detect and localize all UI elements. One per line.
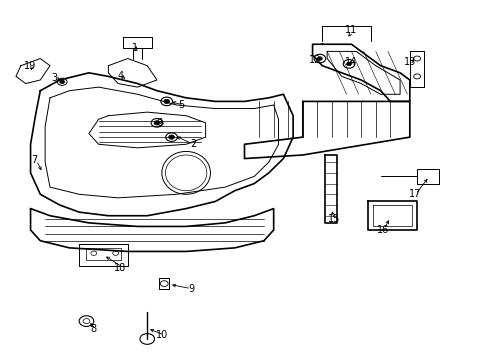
Text: 15: 15 [327, 214, 340, 224]
Text: 19: 19 [24, 61, 37, 71]
Text: 6: 6 [156, 118, 162, 128]
Circle shape [60, 80, 64, 84]
Text: 4: 4 [117, 71, 123, 81]
Text: 3: 3 [52, 73, 58, 83]
Text: 1: 1 [132, 43, 138, 53]
Circle shape [346, 62, 351, 66]
Circle shape [154, 121, 160, 125]
Text: 17: 17 [407, 189, 420, 199]
Text: 12: 12 [308, 55, 321, 65]
Text: 8: 8 [90, 324, 97, 334]
Text: 16: 16 [376, 225, 388, 235]
Circle shape [317, 57, 322, 60]
Circle shape [168, 135, 174, 139]
Text: 5: 5 [178, 100, 184, 110]
Text: 13: 13 [403, 57, 415, 67]
Text: 7: 7 [31, 156, 38, 165]
Text: 2: 2 [190, 139, 196, 149]
Text: 10: 10 [155, 330, 167, 341]
Text: 9: 9 [187, 284, 194, 294]
Text: 14: 14 [345, 57, 357, 67]
Text: 11: 11 [345, 25, 357, 35]
Text: 18: 18 [114, 262, 126, 273]
Circle shape [163, 99, 169, 104]
